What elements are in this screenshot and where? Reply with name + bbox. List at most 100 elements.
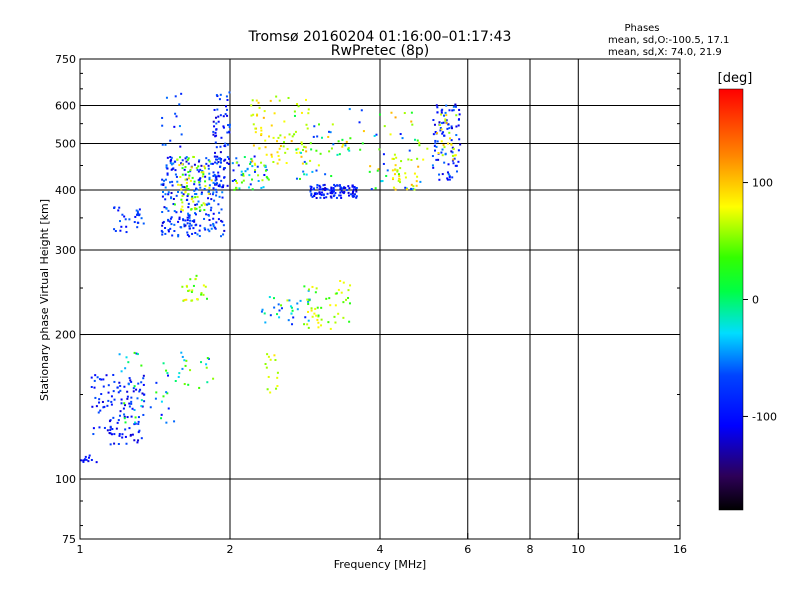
- data-point: [181, 205, 184, 208]
- data-point: [125, 231, 128, 234]
- data-point: [195, 192, 198, 195]
- data-point: [226, 131, 229, 134]
- data-point: [136, 212, 139, 215]
- data-point: [278, 309, 281, 312]
- data-point: [250, 114, 253, 117]
- data-point: [272, 136, 275, 139]
- data-point: [269, 99, 272, 102]
- data-point: [287, 319, 290, 322]
- data-point: [194, 278, 197, 281]
- data-point: [215, 128, 218, 131]
- data-point: [339, 279, 342, 282]
- data-point: [124, 435, 127, 438]
- data-point: [303, 173, 306, 176]
- data-point: [182, 193, 185, 196]
- data-point: [191, 197, 194, 200]
- data-point: [258, 147, 261, 150]
- data-point: [264, 363, 267, 366]
- grid-lines: [80, 59, 680, 539]
- data-point: [448, 176, 451, 179]
- data-point: [118, 353, 121, 356]
- data-point: [440, 151, 443, 154]
- data-point: [115, 427, 118, 430]
- data-point: [246, 167, 249, 170]
- data-point: [215, 182, 218, 185]
- data-point: [187, 206, 190, 209]
- data-point: [137, 431, 140, 434]
- data-point: [355, 195, 358, 198]
- data-point: [214, 176, 217, 179]
- data-point: [312, 187, 315, 190]
- data-point: [309, 190, 312, 193]
- data-point: [137, 423, 140, 426]
- data-point: [305, 150, 308, 153]
- data-point: [185, 160, 188, 163]
- data-point: [130, 396, 133, 399]
- data-point: [250, 158, 253, 161]
- data-point: [125, 442, 128, 445]
- data-point: [169, 156, 172, 159]
- data-point: [218, 211, 221, 214]
- data-point: [213, 226, 216, 229]
- data-point: [392, 186, 395, 189]
- data-point: [177, 233, 180, 236]
- data-point: [445, 104, 448, 107]
- data-point: [143, 400, 146, 403]
- data-point: [184, 364, 187, 367]
- data-point: [183, 168, 186, 171]
- data-point: [256, 165, 259, 168]
- data-point: [325, 297, 328, 300]
- data-point: [358, 121, 361, 124]
- data-point: [253, 155, 256, 158]
- data-point: [231, 179, 234, 182]
- data-point: [455, 114, 458, 117]
- data-point: [140, 217, 143, 220]
- y-axis-ticks: 75 100 200 300 400 500 600 750: [55, 53, 680, 546]
- data-point: [169, 160, 172, 163]
- data-point: [211, 193, 214, 196]
- data-point: [233, 179, 236, 182]
- data-point: [184, 178, 187, 181]
- data-point: [339, 194, 342, 197]
- data-point: [142, 383, 145, 386]
- data-point: [260, 129, 263, 132]
- data-point: [394, 164, 397, 167]
- data-point: [188, 216, 191, 219]
- data-point: [334, 321, 337, 324]
- data-point: [301, 148, 304, 151]
- data-point: [401, 137, 404, 140]
- data-point: [217, 115, 220, 118]
- data-point: [113, 398, 116, 401]
- data-point: [454, 104, 457, 107]
- data-point: [378, 148, 381, 151]
- data-point: [133, 385, 136, 388]
- data-point: [170, 223, 173, 226]
- data-point: [254, 169, 257, 172]
- data-point: [355, 196, 358, 199]
- data-point: [123, 215, 126, 218]
- stats-line-x: mean, sd,X: 74.0, 21.9: [608, 47, 722, 58]
- data-point: [82, 460, 85, 463]
- data-point: [261, 179, 264, 182]
- data-point: [210, 227, 213, 230]
- data-point: [383, 125, 386, 128]
- data-point: [278, 99, 281, 102]
- data-point: [184, 219, 187, 222]
- data-point: [412, 185, 415, 188]
- data-point: [339, 186, 342, 189]
- data-point: [191, 176, 194, 179]
- data-point: [242, 179, 245, 182]
- data-point: [320, 318, 323, 321]
- data-point: [126, 390, 129, 393]
- data-point: [323, 196, 326, 199]
- data-point: [169, 227, 172, 230]
- data-point: [446, 171, 449, 174]
- data-point: [324, 187, 327, 190]
- data-point: [138, 208, 141, 211]
- data-point: [160, 400, 163, 403]
- data-point: [441, 148, 444, 151]
- data-point: [186, 195, 189, 198]
- data-point: [330, 188, 333, 191]
- data-point: [373, 134, 376, 137]
- data-point: [385, 174, 388, 177]
